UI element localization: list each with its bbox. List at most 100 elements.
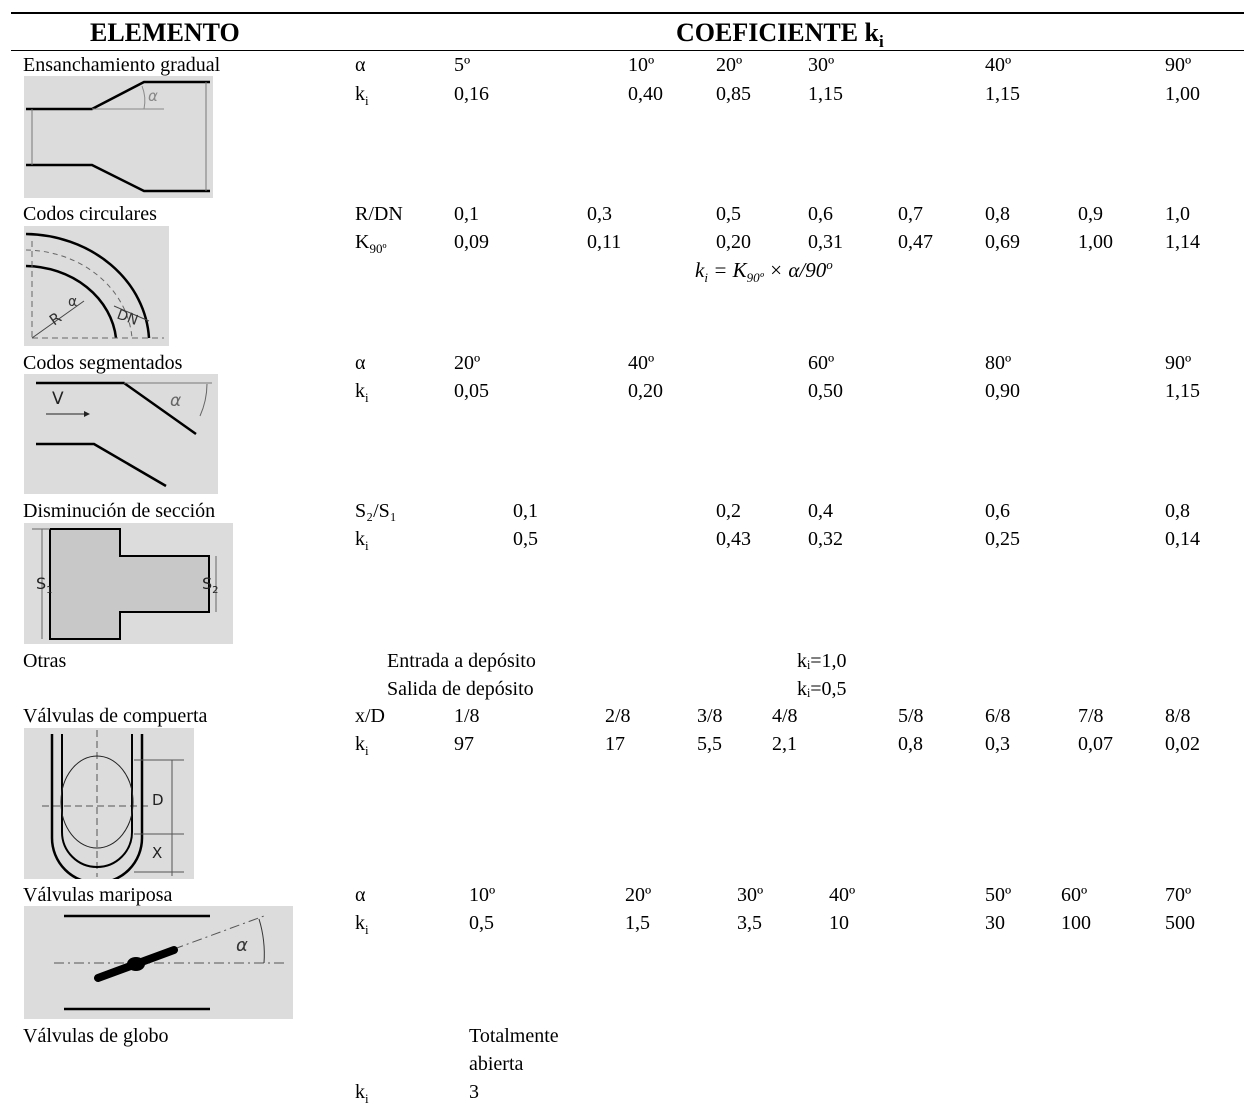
header-elemento: ELEMENTO bbox=[90, 18, 240, 47]
svg-text:S2: S2 bbox=[202, 574, 219, 596]
cell: 0,50 bbox=[808, 380, 843, 402]
cell: 0,9 bbox=[1078, 203, 1103, 225]
row-label: ki bbox=[355, 83, 369, 108]
cell: 0,5 bbox=[716, 203, 741, 225]
section-reduction-diagram: S1 S2 bbox=[24, 523, 233, 644]
cell: 70º bbox=[1165, 884, 1192, 906]
cell: 0,6 bbox=[808, 203, 833, 225]
cell: 10º bbox=[628, 54, 655, 76]
cell: 1,14 bbox=[1165, 231, 1200, 253]
cell: 60º bbox=[808, 352, 835, 374]
cell: 0,47 bbox=[898, 231, 933, 253]
cell: 7/8 bbox=[1078, 705, 1104, 727]
top-rule bbox=[11, 12, 1244, 14]
cell: 10 bbox=[829, 912, 849, 934]
header-coeficiente: COEFICIENTE ki bbox=[676, 18, 884, 52]
gradual-expansion-diagram: α bbox=[24, 76, 213, 198]
cell: 0,16 bbox=[454, 83, 489, 105]
cell: 0,7 bbox=[898, 203, 923, 225]
cell: 1,15 bbox=[808, 83, 843, 105]
cell: 20º bbox=[716, 54, 743, 76]
element-name: Válvulas mariposa bbox=[23, 884, 173, 906]
svg-text:α: α bbox=[148, 87, 158, 105]
cell: 50º bbox=[985, 884, 1012, 906]
row-label: ki bbox=[355, 912, 369, 937]
cell: 1,00 bbox=[1078, 231, 1113, 253]
cell: 1,15 bbox=[1165, 380, 1200, 402]
cell: 0,02 bbox=[1165, 733, 1200, 755]
cell: 20º bbox=[454, 352, 481, 374]
cell: 0,2 bbox=[716, 500, 741, 522]
cell: 0,40 bbox=[628, 83, 663, 105]
cell: 0,07 bbox=[1078, 733, 1113, 755]
cell: 1,15 bbox=[985, 83, 1020, 105]
element-name: Válvulas de globo bbox=[23, 1025, 169, 1047]
cell: 0,09 bbox=[454, 231, 489, 253]
circular-bend-diagram: α R DN bbox=[24, 226, 169, 346]
cell: 0,5 bbox=[513, 528, 538, 550]
cell: 0,20 bbox=[628, 380, 663, 402]
cell: 0,3 bbox=[985, 733, 1010, 755]
svg-text:V: V bbox=[52, 389, 64, 409]
cell: 0,6 bbox=[985, 500, 1010, 522]
cell: 0,5 bbox=[469, 912, 494, 934]
row-label: R/DN bbox=[355, 203, 403, 225]
cell: 0,11 bbox=[587, 231, 622, 253]
other-label: Entrada a depósito bbox=[387, 650, 536, 672]
row-label: ki bbox=[355, 528, 369, 553]
other-value: kᵢ=0,5 bbox=[797, 678, 847, 700]
row-label: ki bbox=[355, 733, 369, 758]
cell: 30º bbox=[737, 884, 764, 906]
cell: 30 bbox=[985, 912, 1005, 934]
cell: 5/8 bbox=[898, 705, 924, 727]
cell: 17 bbox=[605, 733, 625, 755]
other-value: kᵢ=1,0 bbox=[797, 650, 847, 672]
cell: 5,5 bbox=[697, 733, 722, 755]
cell: 0,8 bbox=[985, 203, 1010, 225]
row-label: ki bbox=[355, 380, 369, 405]
cell: 0,8 bbox=[898, 733, 923, 755]
cell: 1,0 bbox=[1165, 203, 1190, 225]
svg-text:α: α bbox=[170, 391, 181, 411]
svg-text:α: α bbox=[236, 935, 248, 956]
cell: 500 bbox=[1165, 912, 1195, 934]
cell: 1,5 bbox=[625, 912, 650, 934]
element-name: Ensanchamiento gradual bbox=[23, 54, 221, 76]
cell: 3/8 bbox=[697, 705, 723, 727]
butterfly-valve-diagram: α bbox=[24, 906, 293, 1019]
element-name: Otras bbox=[23, 650, 67, 672]
cell: 0,32 bbox=[808, 528, 843, 550]
cell: 2/8 bbox=[605, 705, 631, 727]
header-rule bbox=[11, 50, 1244, 51]
cell: 5º bbox=[454, 54, 471, 76]
column-header: Totalmente bbox=[469, 1025, 559, 1047]
cell: 0,3 bbox=[587, 203, 612, 225]
cell: 0,14 bbox=[1165, 528, 1200, 550]
cell: 0,85 bbox=[716, 83, 751, 105]
cell: 60º bbox=[1061, 884, 1088, 906]
cell: 0,4 bbox=[808, 500, 833, 522]
other-label: Salida de depósito bbox=[387, 678, 534, 700]
row-label: K90º bbox=[355, 231, 387, 256]
cell: 90º bbox=[1165, 352, 1192, 374]
cell: 0,05 bbox=[454, 380, 489, 402]
element-name: Codos segmentados bbox=[23, 352, 183, 374]
row-label: ki bbox=[355, 1081, 369, 1106]
row-label: α bbox=[355, 884, 366, 906]
cell: 0,1 bbox=[513, 500, 538, 522]
cell: 90º bbox=[1165, 54, 1192, 76]
element-name: Disminución de sección bbox=[23, 500, 216, 522]
cell: 1,00 bbox=[1165, 83, 1200, 105]
svg-text:X: X bbox=[152, 844, 162, 862]
cell: 100 bbox=[1061, 912, 1091, 934]
cell: 0,1 bbox=[454, 203, 479, 225]
row-label: α bbox=[355, 352, 366, 374]
bend-formula: ki = K90º × α/90o bbox=[695, 257, 833, 286]
gate-valve-diagram: D X bbox=[24, 728, 194, 879]
cell: 0,20 bbox=[716, 231, 751, 253]
cell: 0,8 bbox=[1165, 500, 1190, 522]
cell: 40º bbox=[985, 54, 1012, 76]
segmented-bend-diagram: α V bbox=[24, 374, 218, 494]
cell: 20º bbox=[625, 884, 652, 906]
cell: 0,31 bbox=[808, 231, 843, 253]
